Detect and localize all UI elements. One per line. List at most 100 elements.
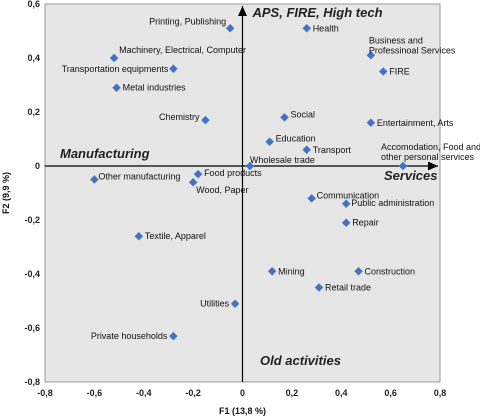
horizontal-axis-arrow: [428, 161, 438, 171]
point-marker: [314, 283, 324, 292]
data-point: Social: [280, 109, 315, 122]
point-label: Machinery, Electrical, Computer: [119, 45, 246, 55]
point-label: Wood, Paper: [196, 185, 248, 195]
point-marker: [354, 267, 363, 276]
point-marker: [169, 64, 178, 74]
y-tick-label: -0,8: [24, 377, 40, 387]
data-point: Chemistry: [159, 112, 210, 125]
data-point: FIRE: [378, 67, 410, 77]
annotation-top: APS, FIRE, High tech: [252, 5, 383, 20]
point-marker: [188, 177, 198, 187]
point-marker: [366, 118, 376, 128]
data-point: Entertainment, Arts: [366, 118, 454, 128]
data-point: Communication: [307, 190, 380, 203]
data-point: Transportation equipments: [62, 64, 178, 74]
point-marker: [280, 113, 289, 122]
x-tick-label: -0,4: [136, 388, 152, 398]
y-tick-label: -0,6: [24, 323, 40, 333]
x-tick-label: 0,2: [286, 388, 299, 398]
data-point: Construction: [354, 266, 415, 276]
point-label: Public administration: [351, 198, 434, 208]
point-marker: [267, 267, 277, 276]
axis-annotations: APS, FIRE, High tech Manufacturing Servi…: [60, 5, 438, 368]
x-tick-label: -0,8: [37, 388, 53, 398]
data-point: Public administration: [341, 198, 434, 209]
point-label: Printing, Publishing: [149, 16, 226, 26]
point-label: Accomodation, Food and other personal ser…: [381, 142, 480, 162]
data-point: Textile, Apparel: [134, 231, 206, 241]
y-tick-label: 0,6: [27, 0, 40, 9]
x-tick-label: 0,6: [384, 388, 397, 398]
data-point: Mining: [267, 266, 305, 276]
data-point: Wholesale trade: [245, 155, 315, 171]
data-point: Accomodation, Food and other personal ser…: [381, 142, 480, 171]
point-marker: [378, 67, 388, 76]
point-label: Wholesale trade: [250, 155, 315, 165]
data-point: Food products: [193, 168, 262, 179]
annotation-left: Manufacturing: [60, 146, 150, 161]
y-tick-label: 0: [35, 161, 40, 171]
point-label: Other manufacturing: [98, 172, 180, 182]
point-marker: [366, 51, 376, 60]
point-label: Entertainment, Arts: [377, 118, 454, 128]
point-marker: [169, 331, 178, 341]
data-point: Machinery, Electrical, Computer: [109, 45, 246, 63]
point-label: Chemistry: [159, 112, 200, 122]
tick-labels: -0,8 -0,6 -0,4 -0,2 0 0,2 0,4 0,6 0,8 0,6 0,4 0,2 0 -…: [24, 0, 446, 398]
point-label: Retail trade: [325, 283, 371, 293]
point-marker: [398, 161, 408, 171]
point-marker: [112, 83, 121, 92]
data-point: Health: [302, 23, 339, 33]
data-point: Business and Professinoal Services: [366, 35, 456, 60]
y-tick-label: -0,2: [24, 215, 40, 225]
point-marker: [90, 175, 99, 184]
point-label: Repair: [352, 218, 379, 228]
x-tick-label: 0: [240, 388, 245, 398]
x-tick-label: -0,2: [185, 388, 201, 398]
x-tick-label: 0,8: [434, 388, 447, 398]
data-point: Private households: [91, 331, 178, 341]
point-marker: [134, 231, 144, 241]
data-point: Other manufacturing: [90, 172, 180, 184]
data-point: Repair: [341, 218, 379, 228]
point-marker: [307, 194, 316, 203]
point-marker: [265, 137, 274, 146]
y-axis-title: F2 (9,9 %): [1, 172, 11, 214]
point-label: Private households: [91, 331, 168, 341]
point-marker: [302, 24, 311, 33]
y-tick-label: -0,4: [24, 269, 40, 279]
point-marker: [193, 169, 203, 179]
x-tick-label: -0,6: [87, 388, 103, 398]
data-point: Transport: [302, 145, 351, 155]
point-label: Health: [313, 23, 339, 33]
x-axis-title: F1 (13,8 %): [219, 406, 266, 416]
point-marker: [109, 53, 119, 63]
point-label: Transportation equipments: [62, 64, 169, 74]
point-label: Communication: [317, 190, 380, 200]
y-tick-label: 0,4: [27, 53, 40, 63]
data-point: Wood, Paper: [188, 177, 249, 195]
point-label: FIRE: [389, 67, 410, 77]
data-point: Retail trade: [314, 283, 371, 293]
point-label: Food products: [204, 168, 262, 178]
point-label: Business and Professinoal Services: [369, 35, 456, 55]
annotation-bottom: Old activities: [260, 353, 341, 368]
data-point: Education: [265, 134, 316, 146]
point-marker: [230, 299, 240, 308]
data-point: Utilities: [200, 299, 240, 309]
point-label: Education: [276, 134, 316, 144]
point-marker: [341, 199, 351, 209]
point-label: Construction: [365, 266, 416, 276]
annotation-right: Services: [384, 168, 438, 183]
point-marker: [245, 161, 255, 171]
point-label: Utilities: [200, 299, 230, 309]
point-marker: [341, 218, 351, 227]
point-label: Textile, Apparel: [145, 231, 206, 241]
data-point: Metal industries: [112, 83, 186, 93]
point-marker: [201, 115, 210, 125]
vertical-axis-arrow: [238, 6, 247, 16]
point-marker: [302, 145, 311, 155]
point-label: Metal industries: [123, 83, 187, 93]
point-label: Transport: [313, 145, 352, 155]
